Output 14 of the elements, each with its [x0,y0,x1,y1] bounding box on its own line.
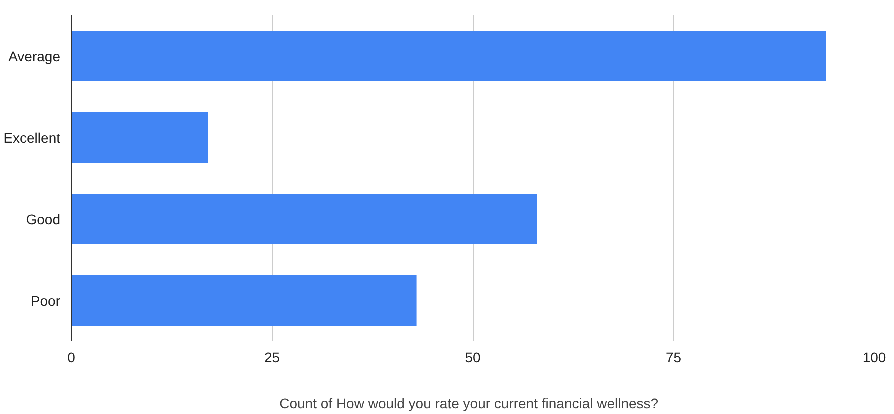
y-tick-label: Good [26,211,60,228]
x-tick-label: 0 [68,350,76,366]
x-tick-label: 25 [264,350,280,366]
x-axis-title: Count of How would you rate your current financial wellness? [280,396,659,412]
x-tick-label: 75 [666,350,682,366]
x-tick-label: 50 [465,350,481,366]
bar [72,112,208,164]
y-tick-label: Poor [30,292,61,309]
bar [72,275,417,326]
bar [72,30,826,82]
y-tick-label: Excellent [4,130,61,146]
bar [72,194,538,245]
y-tick-label: Average [8,48,61,64]
x-tick-label: 100 [862,350,886,366]
